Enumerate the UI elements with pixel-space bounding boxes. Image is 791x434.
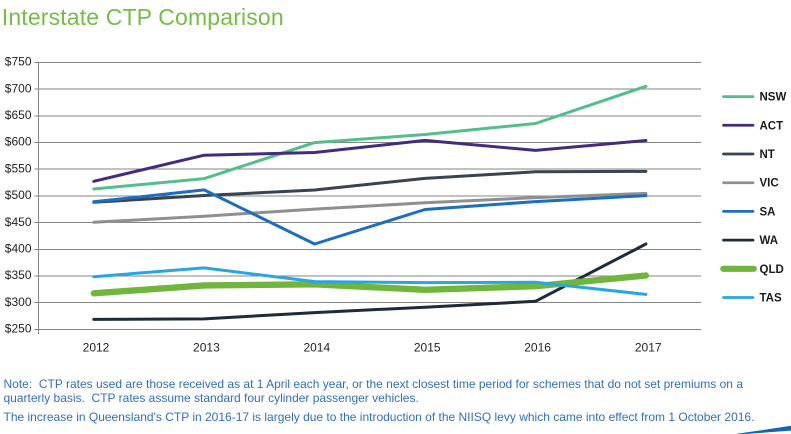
svg-text:TAS: TAS — [760, 293, 782, 305]
svg-text:$300: $300 — [5, 295, 32, 309]
svg-text:$650: $650 — [5, 108, 32, 122]
svg-text:$750: $750 — [5, 55, 32, 69]
svg-text:$600: $600 — [5, 135, 32, 149]
svg-text:$550: $550 — [5, 161, 32, 175]
svg-text:NT: NT — [760, 149, 775, 161]
svg-text:$500: $500 — [5, 188, 32, 202]
svg-text:$250: $250 — [5, 322, 32, 336]
svg-text:ACT: ACT — [760, 120, 784, 132]
svg-text:QLD: QLD — [760, 264, 784, 276]
svg-text:NSW: NSW — [760, 92, 787, 104]
svg-text:VIC: VIC — [760, 178, 779, 190]
svg-text:SA: SA — [760, 206, 776, 218]
svg-text:$450: $450 — [5, 215, 32, 229]
svg-text:$350: $350 — [5, 268, 32, 282]
svg-text:2014: 2014 — [303, 341, 330, 355]
svg-text:$700: $700 — [5, 81, 32, 95]
svg-text:2016: 2016 — [524, 341, 551, 355]
svg-text:2012: 2012 — [83, 341, 110, 355]
svg-text:WA: WA — [760, 235, 779, 247]
svg-text:$400: $400 — [5, 241, 32, 255]
svg-text:2017: 2017 — [635, 341, 662, 355]
svg-text:2015: 2015 — [414, 341, 441, 355]
svg-text:2013: 2013 — [193, 341, 220, 355]
